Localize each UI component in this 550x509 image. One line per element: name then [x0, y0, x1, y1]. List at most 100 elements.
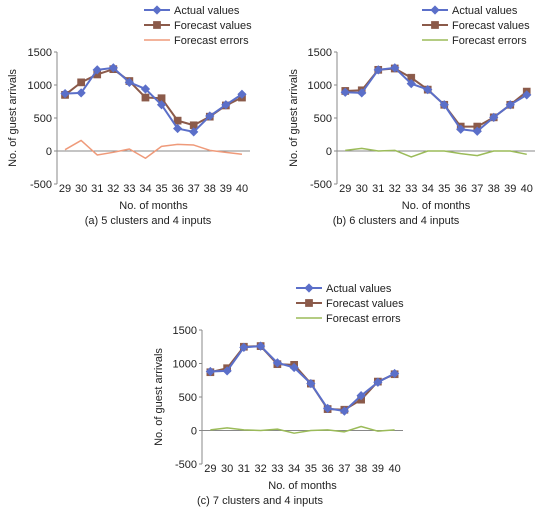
data-point — [472, 126, 482, 136]
data-point — [423, 84, 433, 95]
legend: Actual values Forecast values Forecast err… — [296, 283, 404, 325]
chart-panel-2: 1500 1000 500 0 -500 29 30 31 32 33 34 35 36 37 38 39 40… — [288, 5, 535, 227]
x-tick-label: 39 — [504, 183, 516, 195]
data-point — [522, 90, 532, 100]
data-point — [373, 377, 383, 387]
data-point — [237, 89, 247, 99]
series-line — [65, 66, 243, 133]
x-tick-label: 37 — [338, 463, 350, 475]
data-point — [60, 88, 70, 99]
legend-marker — [305, 299, 313, 307]
chart-caption: (a) 5 clusters and 4 inputs — [85, 215, 212, 227]
x-tick-label: 36 — [172, 183, 184, 195]
y-tick-label: 500 — [314, 113, 332, 125]
x-tick-label: 36 — [455, 183, 467, 195]
legend-entry: Forecast errors — [326, 313, 401, 325]
chart-caption: (b) 6 clusters and 4 inputs — [333, 215, 460, 227]
data-point — [77, 78, 85, 87]
legend: Actual values Forecast values Forecast err… — [422, 5, 530, 47]
data-point — [92, 65, 102, 75]
legend-entry: Forecast errors — [452, 35, 527, 47]
chart-panel-3: 1500 1000 500 0 -500 29 30 31 32 33 34 35 36 37 38 39 40… — [153, 283, 404, 507]
data-point — [256, 341, 266, 351]
x-tick-label: 29 — [59, 183, 71, 195]
y-tick-label: 1000 — [308, 80, 332, 92]
series-forecast-errors — [64, 139, 243, 160]
series-line — [64, 139, 243, 160]
y-tick-label: -500 — [30, 179, 52, 191]
data-point — [306, 378, 316, 389]
x-tick-label: 35 — [155, 183, 167, 195]
x-tick-label: 30 — [356, 183, 368, 195]
x-tick-label: 29 — [204, 463, 216, 475]
x-tick-label: 38 — [204, 183, 216, 195]
y-tick-label: -500 — [310, 179, 332, 191]
x-tick-label: 33 — [271, 463, 283, 475]
data-point — [456, 124, 466, 134]
data-point — [189, 127, 199, 137]
x-axis-title: No. of months — [402, 200, 471, 212]
x-tick-label: 32 — [389, 183, 401, 195]
y-axis-title: No. of guest arrivals — [288, 69, 300, 167]
y-tick-label: -500 — [175, 459, 197, 471]
data-point — [340, 87, 350, 97]
data-point — [439, 100, 449, 110]
x-tick-label: 31 — [91, 183, 103, 195]
x-tick-label: 40 — [521, 183, 533, 195]
legend-entry: Forecast values — [452, 20, 530, 32]
data-point — [390, 63, 400, 73]
y-axis-title: No. of guest arrivals — [7, 69, 19, 167]
x-tick-label: 39 — [220, 183, 232, 195]
y-axis-title: No. of guest arrivals — [153, 348, 165, 446]
y-tick-label: 1500 — [28, 47, 52, 59]
y-tick-label: 1000 — [28, 80, 52, 92]
x-tick-label: 30 — [221, 463, 233, 475]
x-axis-title: No. of months — [268, 480, 337, 492]
data-point — [221, 100, 231, 110]
series-line — [210, 425, 395, 434]
x-tick-label: 35 — [305, 463, 317, 475]
chart-panel-1: 1500 1000 500 0 -500 29 30 31 32 33 34 35 36 37 38 39 40… — [7, 5, 252, 227]
x-tick-label: 38 — [355, 463, 367, 475]
data-point — [108, 63, 118, 73]
y-tick-label: 500 — [34, 113, 52, 125]
x-tick-label: 29 — [339, 183, 351, 195]
legend-marker — [431, 21, 439, 29]
data-point — [140, 84, 151, 94]
data-point — [239, 342, 249, 353]
x-tick-label: 39 — [372, 463, 384, 475]
data-point — [272, 358, 282, 368]
legend-marker — [152, 5, 162, 15]
legend-entry: Actual values — [452, 5, 518, 17]
legend-entry: Actual values — [326, 283, 392, 295]
legend-marker — [430, 5, 440, 15]
data-point — [222, 366, 232, 376]
series-actual-values — [340, 63, 532, 136]
x-tick-label: 36 — [322, 463, 334, 475]
x-tick-label: 31 — [238, 463, 250, 475]
y-tick-label: 0 — [191, 426, 197, 438]
data-point — [406, 79, 416, 89]
data-point — [173, 123, 183, 134]
legend-marker — [304, 283, 314, 293]
x-tick-label: 37 — [188, 183, 200, 195]
legend-entry: Forecast errors — [174, 35, 249, 47]
x-tick-label: 33 — [405, 183, 417, 195]
x-tick-label: 33 — [123, 183, 135, 195]
data-point — [390, 368, 400, 379]
chart-caption: (c) 7 clusters and 4 inputs — [197, 495, 323, 507]
x-tick-label: 31 — [372, 183, 384, 195]
x-tick-label: 34 — [139, 183, 151, 195]
x-tick-label: 35 — [438, 183, 450, 195]
data-point — [124, 77, 134, 87]
series-forecast-values — [206, 342, 399, 414]
legend-marker — [153, 21, 161, 29]
x-tick-label: 37 — [471, 183, 483, 195]
x-tick-label: 32 — [255, 463, 267, 475]
x-tick-label: 40 — [236, 183, 248, 195]
x-tick-label: 34 — [288, 463, 300, 475]
data-point — [76, 88, 86, 98]
data-point — [356, 391, 366, 401]
series-forecast-errors — [345, 147, 527, 158]
